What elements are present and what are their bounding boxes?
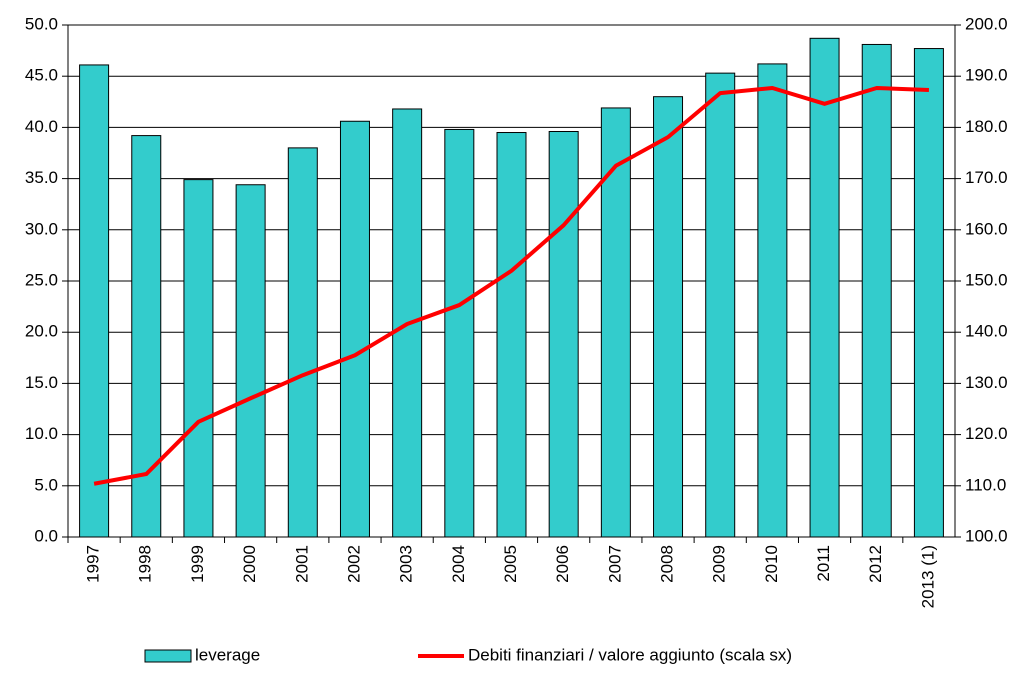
x-tick-label: 2010 [762,545,781,583]
bar [861,43,892,538]
y-tick-label: 45.0 [25,66,58,85]
y2-tick-label: 170.0 [965,168,1008,187]
bar [183,179,214,538]
bar [235,184,266,538]
bar [548,130,579,538]
y2-tick-label: 110.0 [965,475,1006,494]
x-tick-label: 2005 [501,545,520,583]
y2-tick-label: 150.0 [965,270,1008,289]
y2-tick-label: 190.0 [965,66,1008,85]
bar [339,120,370,538]
y2-tick-label: 130.0 [965,373,1008,392]
x-tick-label: 2012 [866,545,885,583]
y-tick-label: 40.0 [25,117,58,136]
legend-swatch [144,649,192,663]
bar [809,37,840,538]
bar [287,147,318,538]
x-tick-label: 2008 [658,545,677,583]
y-tick-label: 30.0 [25,219,58,238]
y-tick-label: 5.0 [34,475,58,494]
x-tick-label: 2000 [240,545,259,583]
x-tick-label: 1998 [136,545,155,583]
y-tick-label: 50.0 [25,14,58,33]
legend-label: leverage [195,645,260,664]
x-tick-label: 2009 [710,545,729,583]
y2-tick-label: 160.0 [965,219,1008,238]
x-tick-label: 2006 [553,545,572,583]
y2-tick-label: 200.0 [965,14,1008,33]
x-tick-label: 2007 [605,545,624,583]
legend-label: Debiti finanziari / valore aggiunto (sca… [468,645,792,664]
y2-tick-label: 100.0 [965,526,1008,545]
y-tick-label: 15.0 [25,373,58,392]
x-tick-label: 2001 [292,545,311,583]
bar [913,48,944,538]
y-tick-label: 0.0 [34,526,58,545]
bar [444,128,475,538]
bar [600,107,631,538]
bar [79,64,110,538]
bar [496,132,527,538]
x-tick-label: 2004 [449,545,468,583]
x-tick-label: 1997 [84,545,103,583]
bar [757,63,788,538]
y-tick-label: 10.0 [25,424,58,443]
y2-tick-label: 140.0 [965,322,1008,341]
x-tick-label: 1999 [188,545,207,583]
x-tick-label: 2003 [397,545,416,583]
y2-tick-label: 180.0 [965,117,1008,136]
bar [131,135,162,538]
y-tick-label: 25.0 [25,270,58,289]
x-tick-label: 2013 (1) [918,545,937,608]
bar [653,96,684,538]
x-tick-label: 2002 [344,545,363,583]
line [93,85,929,486]
y2-tick-label: 120.0 [965,424,1008,443]
bar [705,72,736,538]
x-tick-label: 2011 [814,545,833,582]
y-tick-label: 35.0 [25,168,58,187]
y-tick-label: 20.0 [25,322,58,341]
